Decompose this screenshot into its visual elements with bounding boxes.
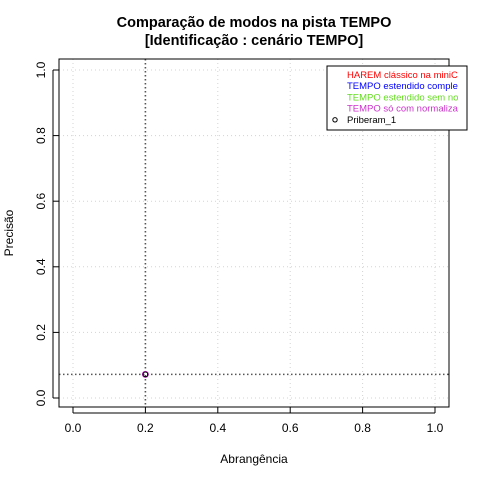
chart-subtitle: [Identificação : cenário TEMPO] bbox=[145, 33, 364, 49]
x-axis-label: Abrangência bbox=[220, 452, 288, 466]
plot-frame bbox=[58, 58, 450, 408]
x-tick-label: 0.2 bbox=[137, 421, 154, 435]
legend-label: TEMPO só com normaliza bbox=[347, 104, 459, 115]
y-tick-label: 0.2 bbox=[34, 324, 48, 341]
reference-lines bbox=[59, 59, 449, 407]
y-tick-label: 0.0 bbox=[34, 389, 48, 406]
data-point bbox=[142, 371, 149, 378]
x-axis: 0.0 0.2 0.4 0.6 0.8 1.0 bbox=[65, 407, 444, 435]
legend-label: Priberam_1 bbox=[347, 115, 396, 126]
x-tick-label: 0.8 bbox=[354, 421, 371, 435]
legend-box bbox=[326, 65, 468, 131]
chart-title: Comparação de modos na pista TEMPO bbox=[117, 15, 392, 31]
x-tick-label: 0.6 bbox=[282, 421, 299, 435]
data-point-overlay bbox=[141, 370, 149, 378]
x-tick-label: 0.4 bbox=[209, 421, 226, 435]
legend-marker bbox=[332, 117, 338, 123]
y-axis: 0.0 0.2 0.4 0.6 0.8 1.0 bbox=[34, 61, 59, 406]
y-tick-label: 0.6 bbox=[34, 193, 48, 210]
y-tick-label: 0.8 bbox=[34, 127, 48, 144]
legend-label: HAREM clássico na miniC bbox=[347, 70, 458, 81]
x-tick-label: 0.0 bbox=[65, 421, 82, 435]
legend-label: TEMPO estendido sem no bbox=[347, 92, 458, 103]
y-axis-label: Precisão bbox=[2, 209, 16, 256]
legend-label: TEMPO estendido comple bbox=[347, 81, 458, 92]
y-tick-label: 0.4 bbox=[34, 258, 48, 275]
data-points bbox=[141, 370, 149, 378]
x-tick-label: 1.0 bbox=[427, 421, 444, 435]
y-tick-label: 1.0 bbox=[34, 61, 48, 78]
